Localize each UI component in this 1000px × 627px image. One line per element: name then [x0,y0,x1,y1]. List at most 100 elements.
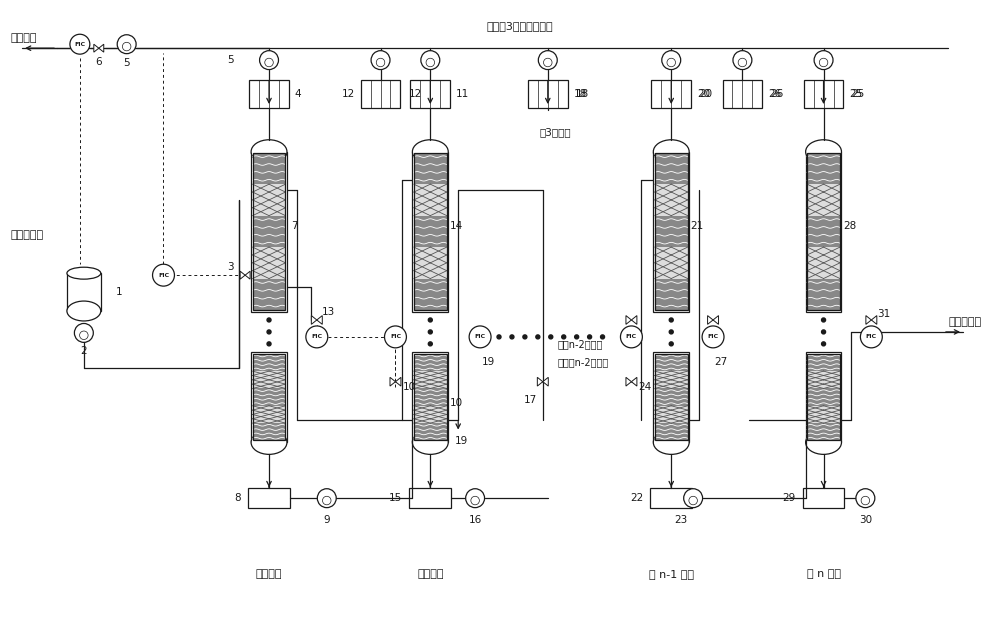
Polygon shape [631,315,637,324]
Text: 6: 6 [95,57,102,67]
Text: 28: 28 [843,221,856,231]
Polygon shape [866,315,871,324]
Bar [806,352,841,443]
Bar [412,152,448,312]
Bar [655,423,688,440]
Bar [655,184,688,216]
Polygon shape [99,44,104,52]
Polygon shape [708,315,713,324]
Circle shape [549,335,553,339]
Circle shape [371,51,390,70]
Circle shape [523,335,527,339]
Circle shape [153,264,174,286]
Circle shape [469,326,491,348]
Bar [414,406,447,423]
Circle shape [265,58,273,66]
Bar [253,371,285,389]
Circle shape [122,42,131,51]
Circle shape [822,342,826,346]
Bar [414,247,447,278]
Text: 20: 20 [697,89,710,99]
Text: 15: 15 [389,493,402,503]
Circle shape [538,51,557,70]
Circle shape [669,318,673,322]
Bar [253,216,285,247]
Circle shape [544,58,552,66]
Text: 20: 20 [699,89,712,99]
Bar [807,354,840,371]
Bar [414,354,447,371]
Circle shape [662,51,681,70]
Text: 31: 31 [877,309,890,319]
Ellipse shape [251,140,287,164]
Ellipse shape [412,140,448,164]
Circle shape [738,58,747,66]
Circle shape [376,58,385,66]
Circle shape [814,51,833,70]
Circle shape [323,497,331,505]
Ellipse shape [67,267,101,279]
Text: 第２级塔: 第２级塔 [417,569,444,579]
Bar [409,488,451,508]
Polygon shape [390,377,395,386]
Ellipse shape [653,140,689,164]
Circle shape [428,330,432,334]
Circle shape [471,497,479,505]
Text: 26: 26 [770,89,784,99]
Text: 27: 27 [714,357,728,367]
Polygon shape [94,44,99,52]
Circle shape [426,58,435,66]
Bar [653,352,689,443]
Circle shape [667,58,675,66]
Bar [253,423,285,440]
Text: FIC: FIC [311,334,322,339]
Circle shape [385,326,406,348]
Text: 5: 5 [123,58,130,68]
Bar [528,80,568,108]
Ellipse shape [806,140,841,164]
Circle shape [421,51,440,70]
Bar [414,153,447,184]
Text: 5: 5 [228,55,234,65]
Bar [807,423,840,440]
Text: FIC: FIC [475,334,486,339]
Circle shape [689,497,697,505]
Bar [655,153,688,184]
Bar [253,354,285,440]
Bar [253,153,285,310]
Polygon shape [245,271,250,279]
Circle shape [74,324,93,342]
Text: 25: 25 [849,89,863,99]
Circle shape [822,318,826,322]
Text: 第 n-1 级塔: 第 n-1 级塔 [649,569,694,579]
Polygon shape [631,377,637,386]
Bar [651,80,691,108]
Text: 19: 19 [455,436,468,446]
Text: 16: 16 [468,515,482,525]
Text: 18: 18 [576,89,589,99]
Bar [655,247,688,278]
Bar [253,184,285,216]
Circle shape [669,342,673,346]
Polygon shape [317,315,322,324]
Bar [807,153,840,184]
Text: FIC: FIC [626,334,637,339]
Bar [253,389,285,406]
Bar [414,354,447,440]
Bar [253,354,285,371]
Circle shape [497,335,501,339]
Bar [253,406,285,423]
Bar [655,216,688,247]
Text: 17: 17 [524,394,537,404]
Polygon shape [395,377,401,386]
Text: 14: 14 [450,221,463,231]
Circle shape [267,342,271,346]
Text: 4: 4 [295,89,302,99]
Text: 外排废气: 外排废气 [10,33,37,43]
Circle shape [117,34,136,54]
Circle shape [822,330,826,334]
Bar [655,406,688,423]
Bar [412,352,448,443]
Text: 第3级塔顶: 第3级塔顶 [540,127,571,137]
Text: 23: 23 [675,515,688,525]
